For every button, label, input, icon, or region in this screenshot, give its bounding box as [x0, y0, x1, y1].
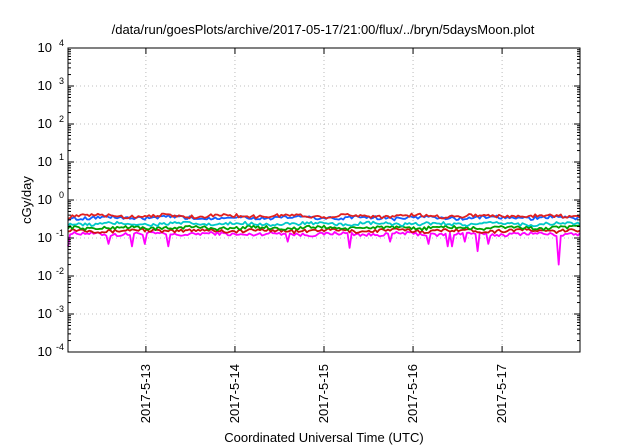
series-line — [67, 230, 581, 266]
y-tick-label: 10 — [38, 306, 52, 321]
y-tick-exponent: -3 — [56, 304, 64, 314]
x-tick-label: 2017-5-15 — [316, 364, 331, 423]
y-tick-exponent: 2 — [59, 114, 64, 124]
x-tick-label: 2017-5-13 — [138, 364, 153, 423]
x-tick-label: 2017-5-17 — [494, 364, 509, 423]
x-tick-label: 2017-5-14 — [227, 364, 242, 423]
x-tick-label: 2017-5-16 — [405, 364, 420, 423]
y-tick-exponent: 3 — [59, 76, 64, 86]
y-axis-label: cGy/day — [19, 176, 34, 224]
series-line — [67, 227, 581, 235]
x-axis: 2017-5-13 2017-5-14 2017-5-15 2017-5-16 2017… — [138, 48, 509, 423]
chart-title: /data/run/goesPlots/archive/2017-05-17/2… — [112, 22, 535, 37]
y-tick-label: 10 — [38, 116, 52, 131]
series-line — [67, 224, 581, 232]
series-line — [67, 212, 581, 220]
y-axis: 10 -4 10 -3 10 -2 10 -1 10 0 10 1 10 2 10 3 10 4 — [38, 38, 580, 359]
y-tick-label: 10 — [38, 192, 52, 207]
y-tick-label: 10 — [38, 154, 52, 169]
y-tick-exponent: 0 — [59, 190, 64, 200]
y-tick-label: 10 — [38, 344, 52, 359]
y-tick-exponent: -2 — [56, 266, 64, 276]
series-layer — [67, 212, 581, 266]
series-line — [67, 220, 581, 228]
y-tick-exponent: 1 — [59, 152, 64, 162]
y-tick-exponent: -1 — [56, 228, 64, 238]
y-tick-exponent: 4 — [59, 38, 64, 48]
y-tick-label: 10 — [38, 40, 52, 55]
y-tick-exponent: -4 — [56, 342, 64, 352]
y-tick-label: 10 — [38, 268, 52, 283]
y-tick-label: 10 — [38, 230, 52, 245]
grid — [68, 48, 580, 352]
y-tick-label: 10 — [38, 78, 52, 93]
x-axis-label: Coordinated Universal Time (UTC) — [224, 430, 423, 445]
